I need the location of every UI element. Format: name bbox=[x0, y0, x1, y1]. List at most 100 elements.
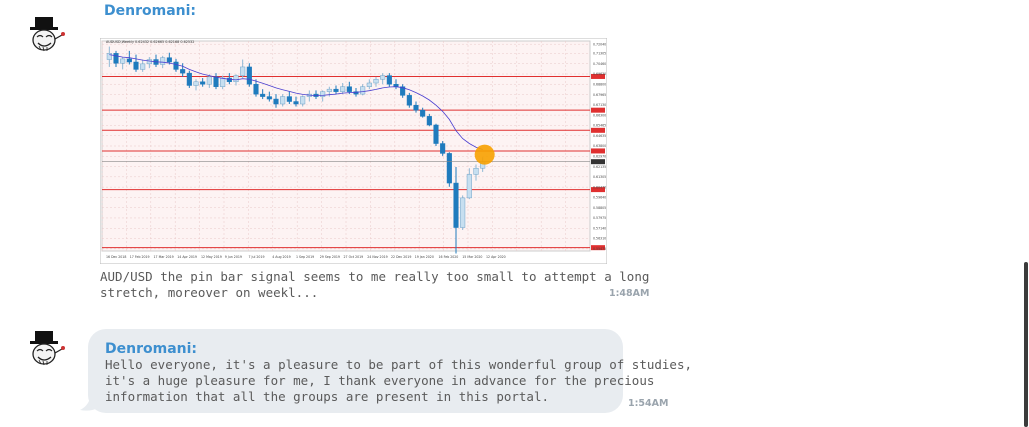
candle bbox=[326, 88, 332, 92]
candle bbox=[293, 101, 299, 105]
x-tick-label: 22 Dec 2019 bbox=[391, 255, 411, 259]
candle bbox=[380, 75, 386, 80]
x-tick-label: 9 Jun 2019 bbox=[225, 255, 242, 259]
candle bbox=[413, 104, 419, 111]
candle bbox=[353, 91, 359, 95]
level-price-marker bbox=[591, 187, 605, 193]
candle bbox=[373, 79, 379, 84]
message-text: Hello everyone, it's a pleasure to be pa… bbox=[105, 357, 692, 405]
avatar-anonymous-mask-icon bbox=[30, 17, 65, 52]
candle bbox=[160, 57, 166, 65]
x-tick-label: 4 Aug 2019 bbox=[272, 255, 290, 259]
candle bbox=[266, 96, 272, 100]
candle bbox=[146, 59, 152, 65]
candle bbox=[240, 66, 246, 76]
candle bbox=[226, 77, 232, 83]
candle bbox=[386, 75, 392, 85]
x-tick-label: 19 Jan 2020 bbox=[415, 255, 434, 259]
x-tick-label: 17 Mar 2019 bbox=[154, 255, 174, 259]
candle bbox=[366, 82, 372, 87]
candle bbox=[286, 96, 292, 102]
message-text-line: information that all the groups are pres… bbox=[105, 389, 550, 404]
y-tick-label: 0.69630 bbox=[593, 72, 606, 76]
candle bbox=[206, 76, 212, 85]
x-tick-label: 12 May 2019 bbox=[201, 255, 222, 259]
x-tick-label: 17 Feb 2019 bbox=[130, 255, 150, 259]
message-bubble[interactable] bbox=[88, 329, 623, 413]
candle bbox=[473, 167, 479, 175]
y-tick-label: 0.55475 bbox=[593, 247, 606, 251]
x-tick-label: 27 Oct 2019 bbox=[344, 255, 364, 259]
y-tick-label: 0.60470 bbox=[593, 185, 606, 189]
candle bbox=[166, 57, 172, 63]
message-sender[interactable]: Denromani: bbox=[104, 3, 197, 19]
message-text: AUD/USD the pin bar signal seems to me r… bbox=[100, 269, 649, 301]
candle bbox=[433, 124, 439, 144]
candle bbox=[193, 81, 199, 86]
y-tick-label: 0.59640 bbox=[593, 196, 606, 200]
x-tick-label: 15 Mar 2020 bbox=[462, 255, 482, 259]
current-price-marker bbox=[591, 159, 605, 165]
y-tick-label: 0.63800 bbox=[593, 144, 606, 148]
candle bbox=[253, 83, 259, 95]
level-price-marker bbox=[591, 127, 605, 133]
x-tick-label: 1 Sep 2019 bbox=[296, 255, 314, 259]
candle bbox=[186, 72, 192, 86]
scrollbar[interactable] bbox=[1024, 262, 1028, 427]
y-tick-label: 0.65465 bbox=[593, 124, 606, 128]
candle bbox=[213, 76, 219, 87]
level-price-marker bbox=[591, 107, 605, 113]
candle bbox=[113, 53, 119, 64]
x-tick-label: 16 Dec 2018 bbox=[106, 255, 126, 259]
chart-image[interactable]: AUDUSD,Weekly 0.62432 0.62665 0.62168 0.… bbox=[99, 37, 608, 265]
candle bbox=[440, 143, 446, 154]
message-time: 1:48AM bbox=[609, 288, 650, 299]
candle bbox=[106, 53, 112, 60]
candle bbox=[233, 75, 239, 83]
avatar-anonymous-mask-icon bbox=[30, 331, 65, 366]
y-tick-label: 0.61305 bbox=[593, 175, 606, 179]
candle bbox=[126, 58, 132, 63]
y-tick-label: 0.71305 bbox=[593, 51, 606, 55]
candle bbox=[453, 182, 459, 228]
candlestick-chart: AUDUSD,Weekly 0.62432 0.62665 0.62168 0.… bbox=[99, 37, 608, 265]
candle bbox=[333, 88, 339, 92]
message-text-line: AUD/USD the pin bar signal seems to me r… bbox=[100, 269, 650, 284]
candle bbox=[133, 61, 139, 70]
y-tick-label: 0.67130 bbox=[593, 103, 606, 107]
message-text-line: Hello everyone, it's a pleasure to be pa… bbox=[105, 357, 692, 372]
candle bbox=[466, 174, 472, 199]
candle bbox=[280, 96, 286, 105]
candle bbox=[346, 86, 352, 92]
pin-bar-highlight-circle bbox=[474, 144, 495, 165]
x-tick-label: 16 Feb 2020 bbox=[439, 255, 459, 259]
avatar[interactable] bbox=[26, 16, 66, 54]
x-tick-label: 29 Sep 2019 bbox=[320, 255, 340, 259]
message-sender[interactable]: Denromani: bbox=[105, 341, 198, 357]
x-tick-label: 24 Nov 2019 bbox=[367, 255, 387, 259]
x-tick-label: 14 Apr 2019 bbox=[177, 255, 197, 259]
candle bbox=[340, 86, 346, 92]
candle bbox=[220, 77, 226, 87]
message-text-line: it's a huge pleasure for me, I thank eve… bbox=[105, 373, 655, 388]
avatar[interactable] bbox=[26, 330, 66, 368]
level-price-marker bbox=[591, 245, 605, 251]
level-price-marker bbox=[591, 148, 605, 154]
y-tick-label: 0.64635 bbox=[593, 134, 606, 138]
y-tick-label: 0.57975 bbox=[593, 216, 606, 220]
level-price-marker bbox=[591, 73, 605, 79]
candle bbox=[200, 81, 206, 85]
moving-average-line bbox=[109, 54, 483, 150]
candle bbox=[173, 61, 179, 70]
message-text-line: stretch, moreover on weekl... bbox=[100, 285, 319, 300]
chart-title: AUDUSD,Weekly 0.62432 0.62665 0.62168 0.… bbox=[106, 40, 194, 44]
candle bbox=[180, 69, 186, 74]
candle bbox=[406, 95, 412, 106]
y-tick-label: 0.62135 bbox=[593, 165, 606, 169]
x-tick-label: 7 Jul 2019 bbox=[249, 255, 265, 259]
y-tick-label: 0.66300 bbox=[593, 113, 606, 117]
candle bbox=[320, 91, 326, 97]
candle bbox=[273, 98, 279, 105]
candle bbox=[460, 197, 466, 228]
candle bbox=[426, 116, 432, 126]
